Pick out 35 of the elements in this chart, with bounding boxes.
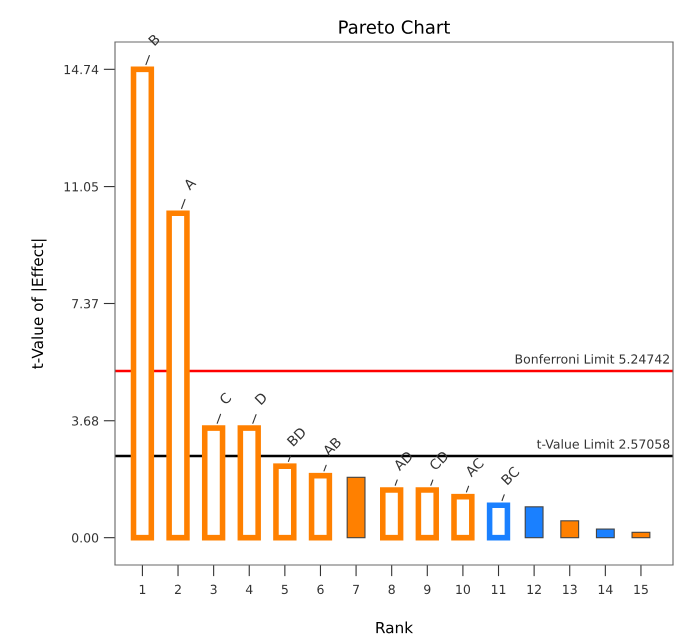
x-tick-label: 8 — [388, 584, 395, 594]
x-tick-label: 4 — [246, 584, 253, 594]
y-axis-title: t-Value of |Effect| — [31, 240, 47, 369]
data-label: AC — [464, 457, 484, 478]
data-label: C — [218, 392, 232, 406]
x-tick-label: 5 — [282, 584, 288, 594]
x-tick-label: 3 — [210, 584, 217, 594]
y-tick-label: 14.74 — [64, 64, 98, 74]
x-tick-label: 12 — [528, 584, 541, 594]
x-axis-title: Rank — [376, 622, 414, 634]
x-tick-label: 11 — [492, 584, 506, 594]
data-label: CD — [428, 450, 450, 471]
x-tick-label: 15 — [634, 584, 648, 594]
y-tick-label: 0.00 — [72, 533, 98, 543]
x-tick-label: 14 — [598, 584, 613, 594]
data-label: A — [182, 176, 196, 191]
data-label: BD — [286, 426, 307, 446]
x-tick-label: 1 — [140, 584, 146, 594]
x-tick-label: 2 — [174, 584, 181, 594]
x-tick-label: 13 — [563, 584, 577, 594]
data-label: D — [254, 392, 268, 405]
data-label: AD — [392, 450, 414, 472]
x-tick-label: 7 — [353, 584, 359, 594]
chart-title: Pareto Chart — [339, 20, 450, 34]
ref-line-label: t-Value Limit 2.57058 — [536, 439, 670, 449]
x-tick-label: 6 — [317, 584, 324, 594]
y-tick-label: 3.68 — [72, 416, 98, 426]
y-tick-label: 7.37 — [72, 298, 98, 308]
data-label: B — [148, 34, 160, 46]
data-label: AB — [322, 436, 342, 456]
y-tick-label: 11.05 — [64, 182, 98, 192]
data-label: BC — [500, 466, 520, 486]
x-tick-label: 10 — [456, 584, 470, 594]
x-tick-label: 9 — [424, 584, 430, 594]
ref-line-label: Bonferroni Limit 5.24742 — [516, 354, 669, 364]
